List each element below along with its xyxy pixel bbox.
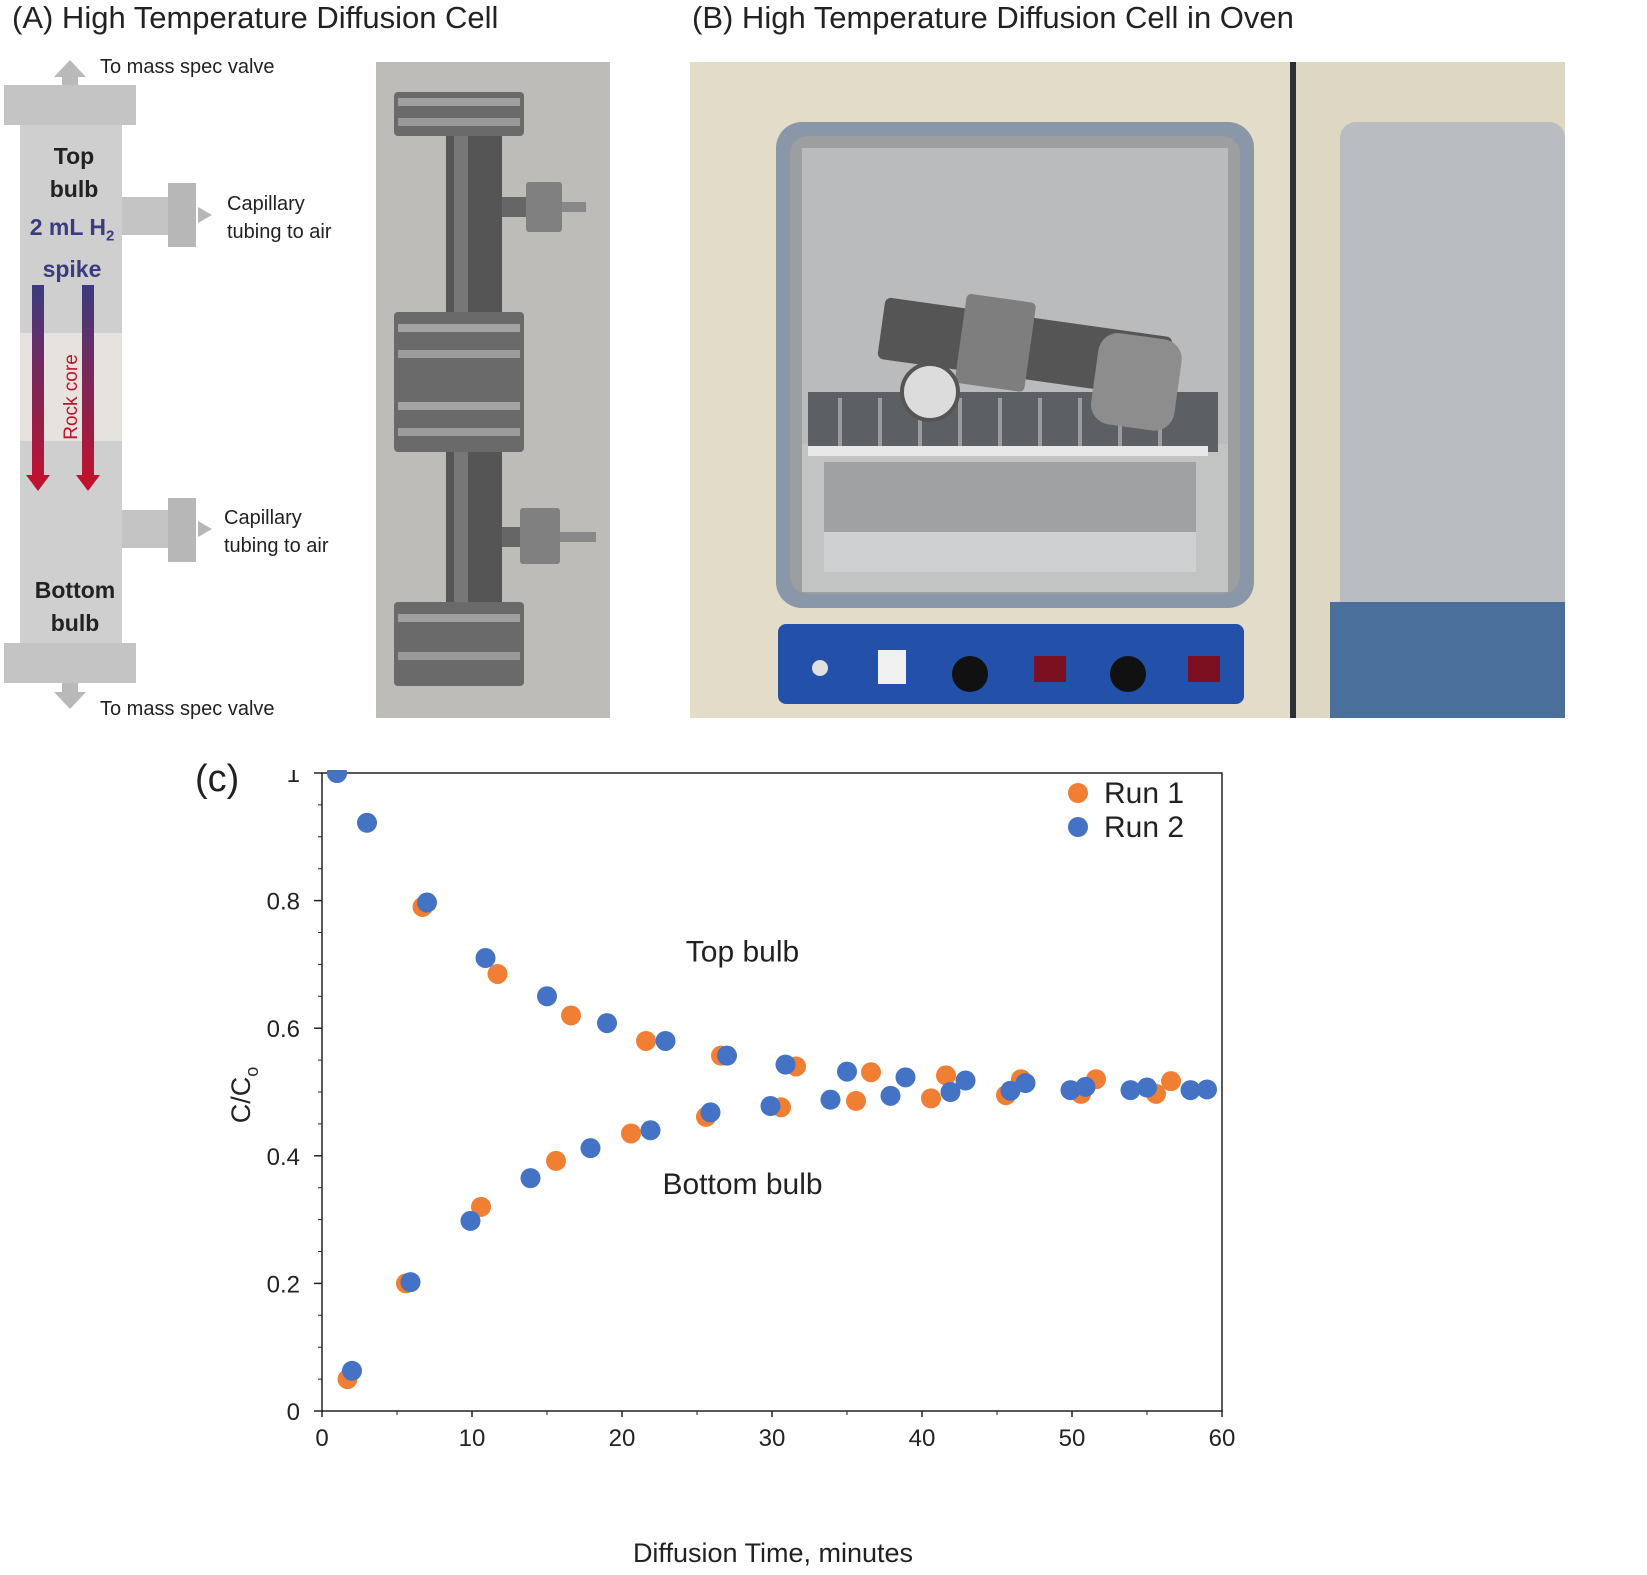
data-point-run-1 bbox=[487, 963, 508, 984]
legend-label-run-2: Run 2 bbox=[1104, 811, 1184, 844]
panel-c-label: (c) bbox=[195, 758, 240, 800]
x-tick-label: 20 bbox=[609, 1425, 636, 1452]
y-tick-label: 0.2 bbox=[267, 1271, 300, 1298]
data-point-run-2 bbox=[1180, 1080, 1201, 1101]
diffusion-arrow-right-icon bbox=[82, 285, 94, 481]
annotation-bottom-bulb: Bottom bulb bbox=[662, 1168, 822, 1201]
data-point-run-1 bbox=[1161, 1071, 1181, 1092]
x-tick-label: 0 bbox=[315, 1425, 328, 1452]
bottom-cap bbox=[4, 643, 136, 683]
data-point-run-2 bbox=[895, 1067, 916, 1088]
to-mass-spec-bottom-label: To mass spec valve bbox=[100, 698, 275, 720]
diffusion-cell-photo bbox=[376, 62, 610, 718]
chart-legend: Run 1 Run 2 bbox=[1068, 777, 1184, 844]
x-tick-label: 40 bbox=[909, 1425, 936, 1452]
data-point-run-2 bbox=[1137, 1077, 1157, 1098]
data-point-run-2 bbox=[1000, 1080, 1021, 1101]
oven-photo bbox=[690, 62, 1565, 718]
data-point-run-1 bbox=[921, 1088, 941, 1109]
capillary-top-label: Capillary tubing to air bbox=[227, 193, 332, 243]
top-cap bbox=[4, 85, 136, 125]
data-point-run-2 bbox=[717, 1045, 737, 1066]
y-tick-label: 0.4 bbox=[267, 1144, 300, 1171]
data-point-run-2 bbox=[342, 1360, 362, 1381]
data-point-run-1 bbox=[636, 1030, 656, 1051]
bottom-outlet-arrow-icon bbox=[54, 683, 86, 709]
x-tick-label: 10 bbox=[459, 1425, 486, 1452]
data-point-run-1 bbox=[936, 1065, 956, 1086]
legend-label-run-1: Run 1 bbox=[1104, 777, 1184, 810]
diffusion-arrow-left-icon bbox=[32, 285, 44, 481]
data-point-run-2 bbox=[940, 1082, 961, 1102]
panel-a-title: (A) High Temperature Diffusion Cell bbox=[12, 0, 499, 35]
data-point-run-2 bbox=[327, 770, 347, 783]
data-point-run-1 bbox=[561, 1005, 581, 1026]
x-axis-title: Diffusion Time, minutes bbox=[633, 1538, 913, 1568]
data-point-run-2 bbox=[700, 1102, 721, 1123]
diffusion-cell-diagram bbox=[4, 60, 212, 709]
data-point-run-1 bbox=[846, 1090, 866, 1111]
diffusion-scatter-chart: 0 10 20 30 40 50 60 0 0.2 0.4 0.6 0.8 1 Diffusion Ti… bbox=[226, 770, 1236, 1568]
y-tick-label: 1 bbox=[287, 770, 300, 788]
top-bulb-label: Top bulb bbox=[49, 143, 99, 202]
legend-marker-run-1 bbox=[1068, 783, 1088, 803]
data-point-run-2 bbox=[1060, 1080, 1081, 1101]
capillary-bottom-label: Capillary tubing to air bbox=[224, 507, 329, 557]
rock-core-label: Rock core bbox=[61, 354, 82, 440]
data-point-run-2 bbox=[475, 948, 496, 969]
y-tick-label: 0.6 bbox=[267, 1016, 300, 1043]
data-point-run-2 bbox=[955, 1070, 976, 1091]
data-point-run-2 bbox=[655, 1030, 676, 1051]
data-point-run-2 bbox=[775, 1054, 796, 1075]
data-point-run-2 bbox=[460, 1210, 481, 1231]
capillary-top-arrow-icon bbox=[198, 207, 212, 223]
x-tick-label: 50 bbox=[1059, 1425, 1086, 1452]
x-tick-label: 60 bbox=[1209, 1425, 1236, 1452]
bottom-bulb-label: Bottom bulb bbox=[34, 577, 116, 636]
data-point-run-2 bbox=[1015, 1073, 1036, 1094]
panel-b-title: (B) High Temperature Diffusion Cell in O… bbox=[692, 0, 1294, 35]
data-point-run-2 bbox=[417, 892, 437, 913]
data-point-run-2 bbox=[520, 1168, 541, 1189]
y-tick-label: 0.8 bbox=[267, 889, 300, 916]
data-point-run-2 bbox=[1197, 1079, 1217, 1100]
data-point-run-2 bbox=[1075, 1076, 1096, 1097]
data-point-run-2 bbox=[640, 1120, 661, 1141]
data-point-run-1 bbox=[546, 1150, 566, 1171]
data-point-run-1 bbox=[861, 1062, 881, 1083]
data-point-run-2 bbox=[1120, 1080, 1141, 1101]
data-point-run-2 bbox=[357, 812, 377, 833]
legend-marker-run-2 bbox=[1068, 817, 1088, 837]
data-point-run-1 bbox=[621, 1123, 641, 1144]
data-point-run-2 bbox=[837, 1061, 857, 1082]
top-outlet-arrow-icon bbox=[54, 60, 86, 87]
data-point-run-2 bbox=[880, 1085, 901, 1106]
annotation-top-bulb: Top bulb bbox=[686, 936, 799, 969]
spike-label: 2 mL H2 spike bbox=[29, 214, 115, 282]
data-point-run-2 bbox=[760, 1096, 781, 1117]
data-point-run-2 bbox=[400, 1272, 421, 1293]
capillary-bottom-arrow-icon bbox=[198, 521, 212, 537]
y-tick-label: 0 bbox=[287, 1399, 300, 1426]
data-point-run-2 bbox=[580, 1138, 601, 1159]
data-point-run-2 bbox=[597, 1013, 617, 1034]
y-axis-title: C/Co bbox=[226, 1067, 262, 1124]
to-mass-spec-top-label: To mass spec valve bbox=[100, 56, 275, 78]
data-point-run-2 bbox=[537, 986, 557, 1007]
x-tick-label: 30 bbox=[759, 1425, 786, 1452]
data-point-run-1 bbox=[471, 1196, 491, 1217]
data-point-run-2 bbox=[820, 1089, 841, 1110]
